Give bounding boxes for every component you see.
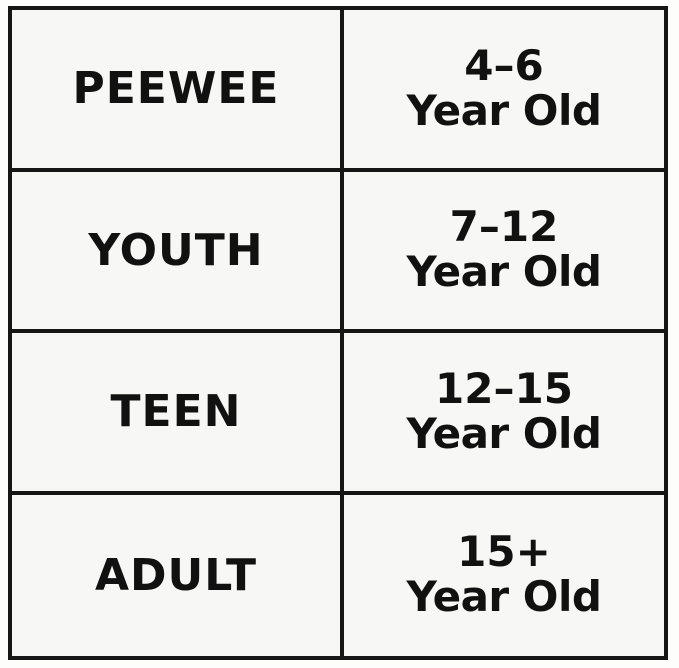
age-cell: 12–15 Year Old bbox=[344, 333, 664, 495]
age-unit: Year Old bbox=[406, 247, 602, 297]
group-name: ADULT bbox=[94, 549, 258, 601]
group-cell: TEEN bbox=[12, 333, 344, 495]
age-cell: 4–6 Year Old bbox=[344, 10, 664, 172]
age-range: 15+ bbox=[457, 527, 551, 577]
group-cell: PEEWEE bbox=[12, 10, 344, 172]
group-cell: YOUTH bbox=[12, 171, 344, 333]
age-unit: Year Old bbox=[406, 408, 602, 458]
group-name: TEEN bbox=[110, 386, 242, 438]
age-unit: Year Old bbox=[406, 85, 602, 135]
age-range: 7–12 bbox=[449, 202, 559, 252]
age-unit: Year Old bbox=[406, 572, 602, 622]
group-name: YOUTH bbox=[88, 224, 264, 276]
age-cell: 15+ Year Old bbox=[344, 495, 664, 657]
age-cell: 7–12 Year Old bbox=[344, 172, 664, 333]
age-group-table: PEEWEE 4–6 Year Old YOUTH 7–12 Year Old TE… bbox=[8, 6, 668, 660]
age-range: 4–6 bbox=[464, 40, 544, 90]
group-name: PEEWEE bbox=[72, 63, 280, 115]
age-range: 12–15 bbox=[435, 363, 573, 413]
group-cell: ADULT bbox=[12, 494, 344, 656]
